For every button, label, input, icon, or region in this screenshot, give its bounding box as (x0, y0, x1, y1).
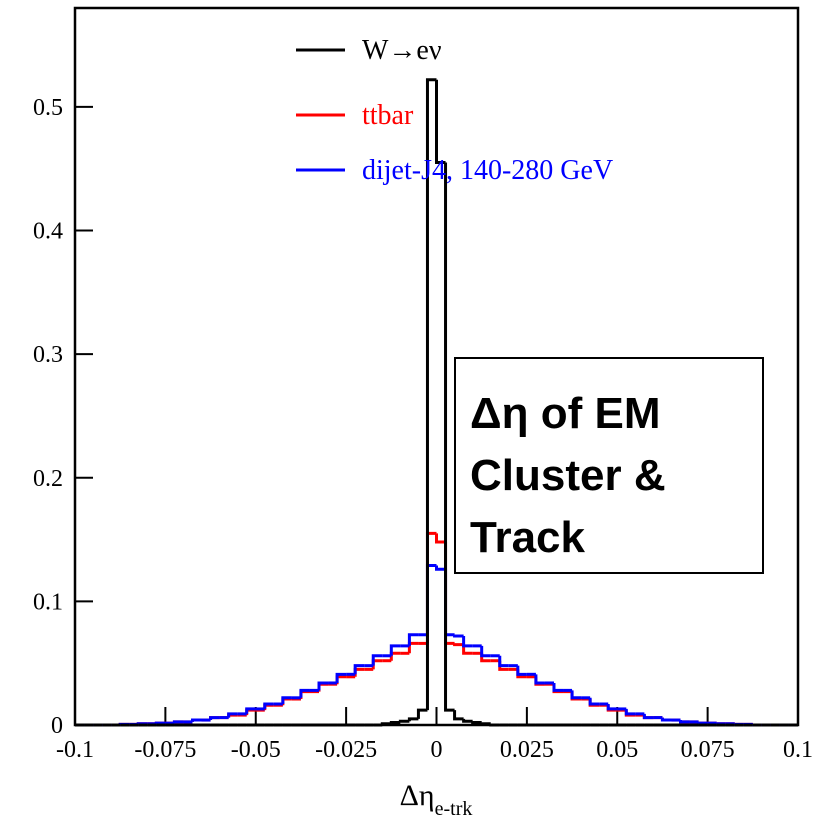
x-tick-label: 0.1 (783, 737, 813, 763)
histogram-bin (462, 718, 473, 723)
histogram-bin (453, 634, 464, 638)
histogram-bin (588, 697, 600, 706)
histogram-bin (227, 712, 238, 718)
histogram-bin (172, 720, 184, 724)
histogram-bin (416, 708, 428, 719)
histogram-bin (245, 707, 256, 714)
histogram-bin (380, 722, 392, 726)
annotation-line: Δη of EM (470, 389, 660, 438)
histogram-bin (697, 721, 708, 725)
histogram-bin (389, 644, 401, 656)
legend-label: dijet-J4, 140-280 GeV (362, 155, 613, 186)
histogram-bin (435, 533, 446, 544)
histogram-bin (263, 702, 274, 709)
y-tick-label: 0.5 (33, 95, 63, 121)
histogram-bin (462, 635, 473, 648)
histogram-bin (435, 565, 446, 571)
histogram-bin (462, 644, 473, 655)
x-tick-label: 0.025 (500, 737, 554, 763)
histogram-series (75, 78, 798, 727)
y-tick-label: 0.3 (33, 342, 63, 368)
histogram-bin (471, 721, 482, 725)
legend-label: ttbar (362, 100, 414, 131)
histogram-bin (371, 654, 383, 666)
histogram-bin (660, 717, 672, 722)
histogram-bin (453, 643, 464, 647)
annotation-line: Track (470, 513, 586, 562)
histogram-bin (407, 633, 419, 646)
x-axis-label: Δηe-trk (400, 779, 473, 820)
legend-label: W→eν (362, 35, 442, 66)
histogram-bin (317, 681, 329, 691)
x-axis-label-sub: e-trk (435, 798, 473, 820)
histogram-bin (190, 718, 202, 722)
histogram-bin (489, 723, 500, 727)
x-tick-label: -0.075 (134, 737, 196, 763)
histogram-bin (425, 78, 437, 711)
histogram-bin (570, 690, 582, 700)
histogram-bin (444, 162, 455, 712)
histogram-bin (552, 682, 564, 692)
x-tick-label: 0 (431, 737, 443, 763)
y-tick-label: 0.1 (33, 589, 63, 615)
histogram-bin (209, 716, 220, 721)
histogram-bin (435, 79, 446, 165)
histogram-bin (353, 664, 365, 675)
histogram-bin (642, 713, 654, 720)
histogram-bin (453, 710, 464, 721)
histogram-bin (407, 717, 419, 722)
histogram-bin (398, 719, 410, 723)
histogram-bin (480, 722, 491, 726)
histogram-bin (299, 688, 310, 698)
histogram-bin (624, 708, 636, 716)
x-tick-label: -0.1 (56, 737, 94, 763)
x-tick-label: -0.05 (231, 737, 281, 763)
annotation-line: Cluster & (470, 451, 666, 500)
x-tick-label: -0.025 (315, 737, 377, 763)
y-tick-label: 0.4 (33, 219, 63, 245)
histogram-bin (679, 720, 690, 724)
histogram-bin (480, 645, 491, 658)
x-tick-label: 0.05 (596, 737, 638, 763)
histogram-series (75, 564, 798, 727)
histogram-bin (389, 721, 401, 725)
x-tick-label: 0.075 (681, 737, 735, 763)
histogram-bin (335, 672, 347, 683)
histogram-bin (516, 665, 527, 676)
y-tick-label: 0.2 (33, 466, 63, 492)
histogram-bin (281, 696, 292, 704)
x-axis-label-main: Δη (400, 779, 435, 812)
histogram-bin (606, 703, 618, 711)
y-tick-label: 0 (51, 713, 63, 739)
histogram-bin (534, 674, 545, 685)
annotation-box (454, 357, 764, 574)
histogram-bin (498, 655, 509, 668)
